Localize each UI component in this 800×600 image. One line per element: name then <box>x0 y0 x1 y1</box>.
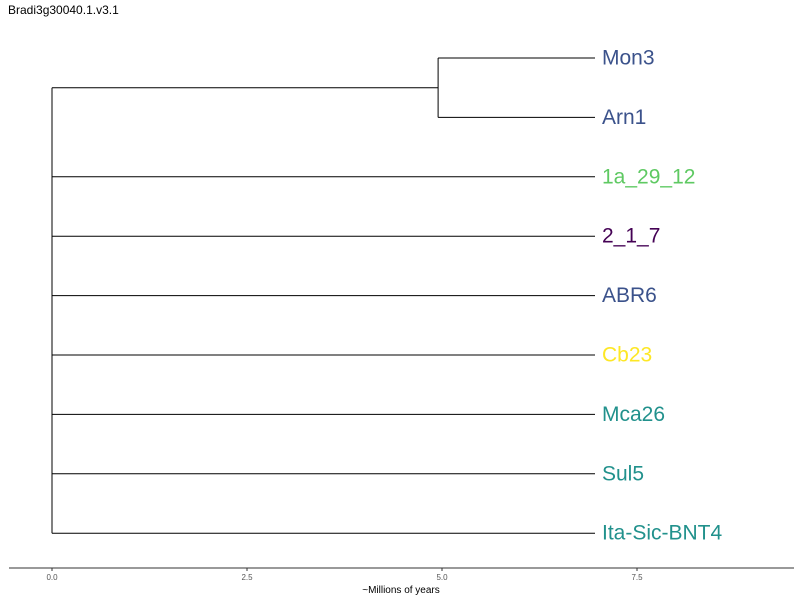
tip-label: Ita-Sic-BNT4 <box>602 522 723 545</box>
plot-title: Bradi3g30040.1.v3.1 <box>8 3 119 17</box>
tip-label: Arn1 <box>602 106 646 129</box>
x-axis-tick-label: 7.5 <box>631 573 643 582</box>
tip-label: Mon3 <box>602 47 655 70</box>
x-axis-title: ~Millions of years <box>362 585 440 596</box>
x-axis: 0.0 2.5 5.0 7.5 ~Millions of years <box>9 567 794 596</box>
x-axis-tick-label: 5.0 <box>436 573 448 582</box>
x-axis-ticks: 0.0 2.5 5.0 7.5 <box>46 568 643 582</box>
tip-label: Cb23 <box>602 344 652 367</box>
tip-labels: Mon3 Arn1 1a_29_12 2_1_7 ABR6 Cb23 Mca26 Sul5 It… <box>602 47 723 545</box>
tip-label: ABR6 <box>602 284 657 307</box>
tip-label: Sul5 <box>602 462 644 485</box>
tip-label: 2_1_7 <box>602 225 660 248</box>
tree-branches <box>51 57 595 534</box>
tip-label: Mca26 <box>602 403 665 426</box>
x-axis-tick-label: 2.5 <box>241 573 253 582</box>
tip-label: 1a_29_12 <box>602 165 695 188</box>
x-axis-tick-label: 0.0 <box>46 573 58 582</box>
